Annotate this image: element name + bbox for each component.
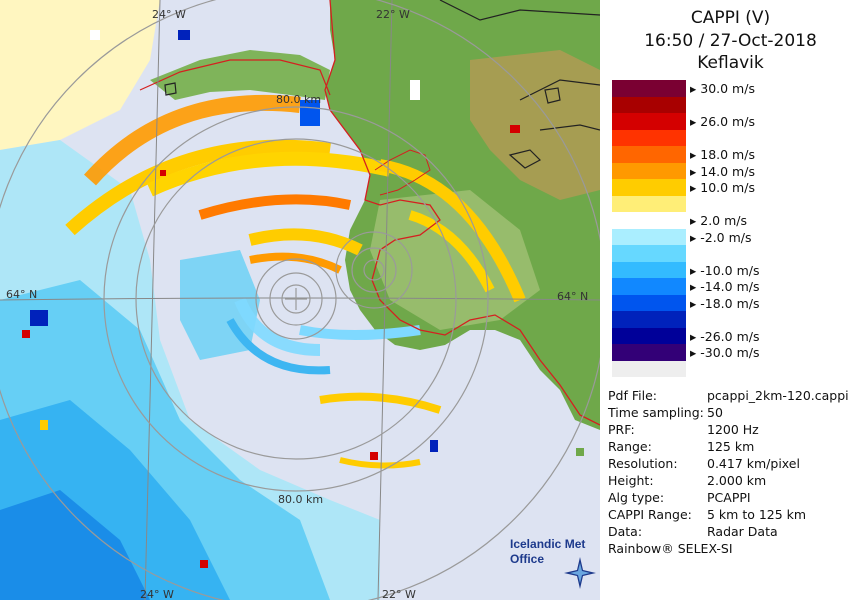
lon-label-top-24w: 24° W	[152, 8, 186, 21]
logo-text: Icelandic Met Office	[510, 537, 585, 567]
product-datetime: 16:50 / 27-Oct-2018	[644, 31, 817, 51]
radar-map: 24° W 22° W 24° W 22° W 64° N 64° N 80.0…	[0, 0, 600, 600]
info-key: Data:	[608, 524, 643, 539]
legend-swatch	[612, 146, 686, 163]
legend-label: ▸ -26.0 m/s	[690, 328, 760, 344]
info-key: Time sampling:	[608, 405, 704, 420]
legend-label: ▸ 26.0 m/s	[690, 114, 755, 129]
legend-swatch	[612, 261, 686, 278]
legend-label: ▸ -10.0 m/s	[690, 262, 760, 278]
range-rings	[0, 0, 600, 600]
info-value: 2.000 km	[707, 473, 767, 488]
footer-credit: Rainbow® SELEX-SI	[608, 541, 733, 556]
info-value: 5 km to 125 km	[707, 507, 807, 522]
logo-line-2: Office	[510, 552, 545, 566]
logo-line-1: Icelandic Met	[510, 537, 586, 551]
echo-layer	[0, 0, 584, 600]
info-key: Height:	[608, 473, 654, 488]
legend-swatch	[612, 129, 686, 146]
info-key: Pdf File:	[608, 388, 657, 403]
legend-label: ▸ 10.0 m/s	[690, 180, 755, 195]
legend-label: ▸ -14.0 m/s	[690, 279, 760, 294]
legend-label: ▸ -18.0 m/s	[690, 295, 760, 311]
legend-label: ▸ 30.0 m/s	[690, 81, 755, 96]
lat-label-left: 64° N	[6, 288, 37, 301]
legend-swatch	[612, 344, 686, 361]
legend-swatch	[612, 195, 686, 212]
info-key: Alg type:	[608, 490, 665, 505]
info-value: 1200 Hz	[707, 422, 759, 437]
legend-swatch	[612, 278, 686, 295]
info-key: Resolution:	[608, 456, 678, 471]
legend-swatch	[612, 294, 686, 311]
land-highland-2	[370, 190, 540, 330]
legend-label: ▸ 2.0 m/s	[690, 213, 748, 228]
info-value: 125 km	[707, 439, 755, 454]
info-key: Range:	[608, 439, 652, 454]
imo-logo: Icelandic Met Office	[510, 537, 600, 592]
info-key: CAPPI Range:	[608, 507, 692, 522]
info-value: 0.417 km/pixel	[707, 456, 800, 471]
logo-star-icon	[564, 557, 596, 589]
lat-label-right: 64° N	[557, 290, 588, 303]
lon-label-bottom-24w: 24° W	[140, 588, 174, 600]
legend-swatch	[612, 327, 686, 344]
info-key: PRF:	[608, 422, 635, 437]
legend-swatch	[612, 245, 686, 262]
land-north-peninsula	[150, 50, 330, 100]
legend-label: ▸ -30.0 m/s	[690, 345, 760, 360]
product-title: CAPPI (V)	[690, 8, 771, 28]
info-value: PCAPPI	[707, 490, 751, 505]
legend-swatch	[612, 360, 686, 377]
legend-swatch	[612, 228, 686, 245]
legend-swatch	[612, 311, 686, 328]
info-value: Radar Data	[707, 524, 778, 539]
graticule	[0, 0, 600, 600]
legend-label: ▸ -2.0 m/s	[690, 229, 752, 245]
legend-swatch	[612, 162, 686, 179]
lon-label-bottom-22w: 22° W	[382, 588, 416, 600]
coastline-layer	[139, 0, 600, 426]
radar-site: Keflavik	[697, 53, 764, 73]
legend-swatch	[612, 179, 686, 196]
info-value: 50	[707, 405, 723, 420]
legend-label: ▸ 14.0 m/s	[690, 163, 755, 179]
radar-map-canvas: 24° W 22° W 24° W 22° W 64° N 64° N 80.0…	[0, 0, 600, 600]
lon-label-top-22w: 22° W	[376, 8, 410, 21]
range-label-top: 80.0 km	[276, 93, 321, 106]
info-value: pcappi_2km-120.cappi	[707, 388, 849, 403]
legend-swatch	[612, 212, 686, 229]
land-highland	[470, 50, 600, 200]
info-panel: CAPPI (V) 16:50 / 27-Oct-2018 Keflavik ▸…	[600, 0, 861, 600]
legend-label: ▸ 18.0 m/s	[690, 147, 755, 162]
range-label-bottom: 80.0 km	[278, 493, 323, 506]
legend-swatch	[612, 80, 686, 97]
legend-swatch	[612, 96, 686, 113]
legend-swatch	[612, 113, 686, 130]
